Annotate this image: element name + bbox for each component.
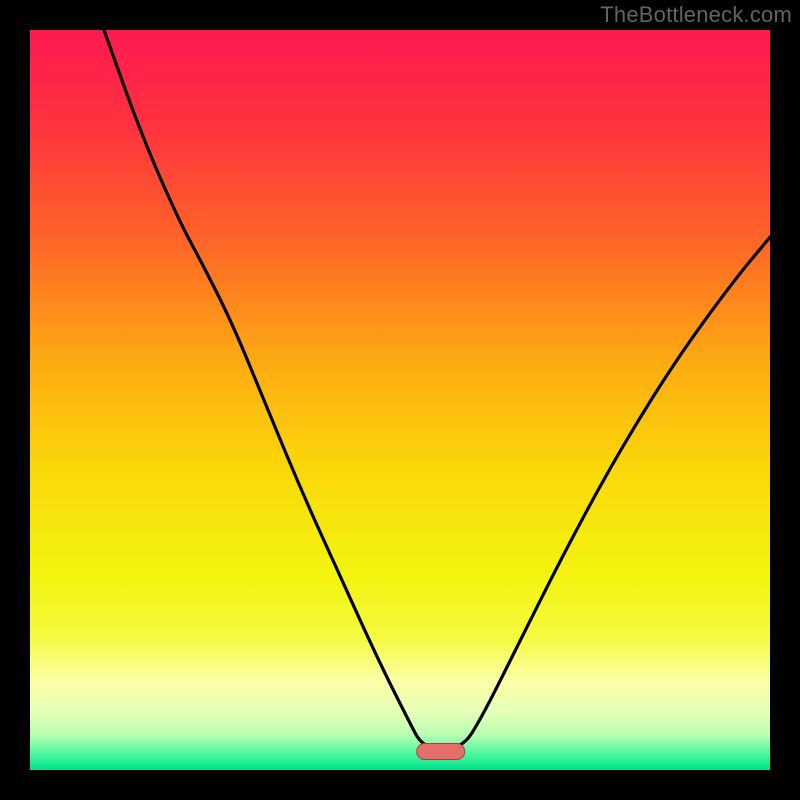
bottleneck-chart-svg [0,0,800,800]
sweet-spot-marker [417,744,465,760]
gradient-background [30,30,770,770]
chart-frame: TheBottleneck.com [0,0,800,800]
watermark-text: TheBottleneck.com [600,2,792,28]
